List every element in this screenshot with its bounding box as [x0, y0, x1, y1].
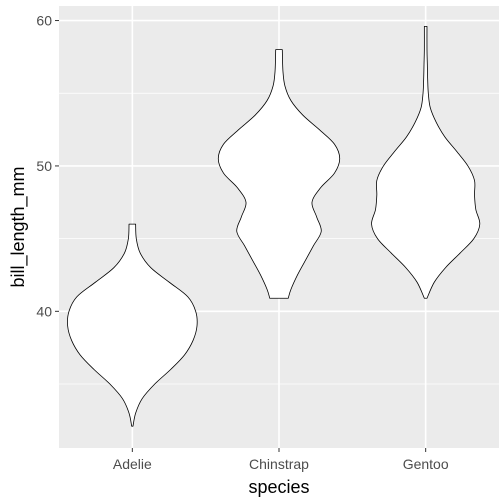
axes: 40 50 60 Adelie Chinstrap Gentoo	[36, 13, 448, 472]
violin-gentoo	[371, 25, 481, 299]
violin-chinstrap	[217, 49, 341, 299]
violins	[67, 25, 481, 427]
x-tick-label: Adelie	[113, 456, 152, 472]
y-tick-label: 60	[36, 13, 52, 29]
x-tick-label: Chinstrap	[249, 456, 309, 472]
violin-adelie	[67, 223, 198, 427]
y-tick-label: 50	[36, 158, 52, 174]
y-tick-label: 40	[36, 303, 52, 319]
x-tick-label: Gentoo	[403, 456, 449, 472]
x-axis-title: species	[248, 477, 309, 497]
y-axis-title: bill_length_mm	[8, 166, 29, 287]
